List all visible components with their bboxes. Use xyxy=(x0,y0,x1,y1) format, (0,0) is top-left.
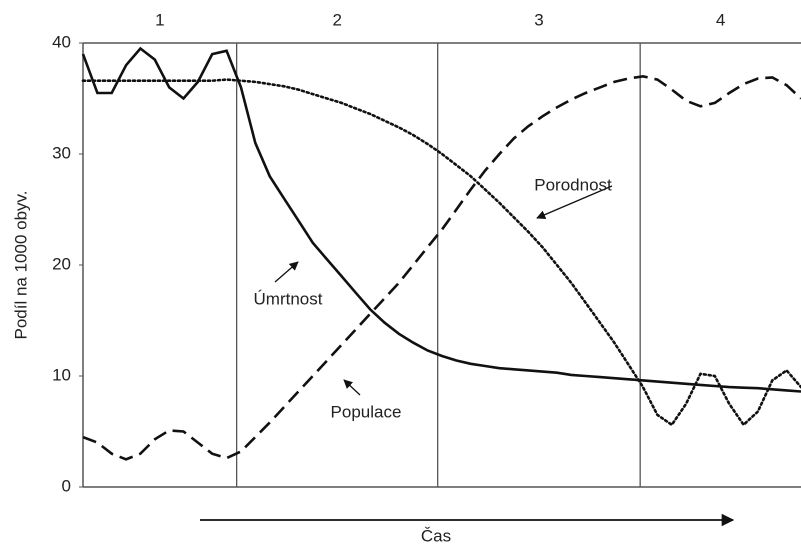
y-tick-label: 20 xyxy=(52,254,71,273)
annotation-arrow xyxy=(274,261,299,283)
annotation-arrow xyxy=(343,379,361,396)
series-annotation: Populace xyxy=(331,402,402,421)
phase-label: 1 xyxy=(155,10,164,29)
phase-label: 4 xyxy=(716,10,725,29)
series-annotation: Porodnost xyxy=(534,175,612,194)
y-axis-label: Podíl na 1000 obyv. xyxy=(11,190,30,339)
y-tick-label: 10 xyxy=(52,365,71,384)
y-tick-label: 0 xyxy=(62,476,71,495)
annotation-arrow xyxy=(536,185,613,219)
series-line xyxy=(81,78,801,427)
phase-label: 2 xyxy=(332,10,341,29)
plot-area: 0 10 20 30 40 1 2 3 4 Úmrtnost Populace Porodnost xyxy=(52,10,801,495)
y-tick-label: 30 xyxy=(52,143,71,162)
series-annotation: Úmrtnost xyxy=(254,289,323,308)
phase-label: 3 xyxy=(534,10,543,29)
y-tick-label: 40 xyxy=(52,32,71,51)
x-axis-label: Čas xyxy=(421,526,451,545)
series-line xyxy=(81,46,801,393)
series-line xyxy=(82,74,801,461)
